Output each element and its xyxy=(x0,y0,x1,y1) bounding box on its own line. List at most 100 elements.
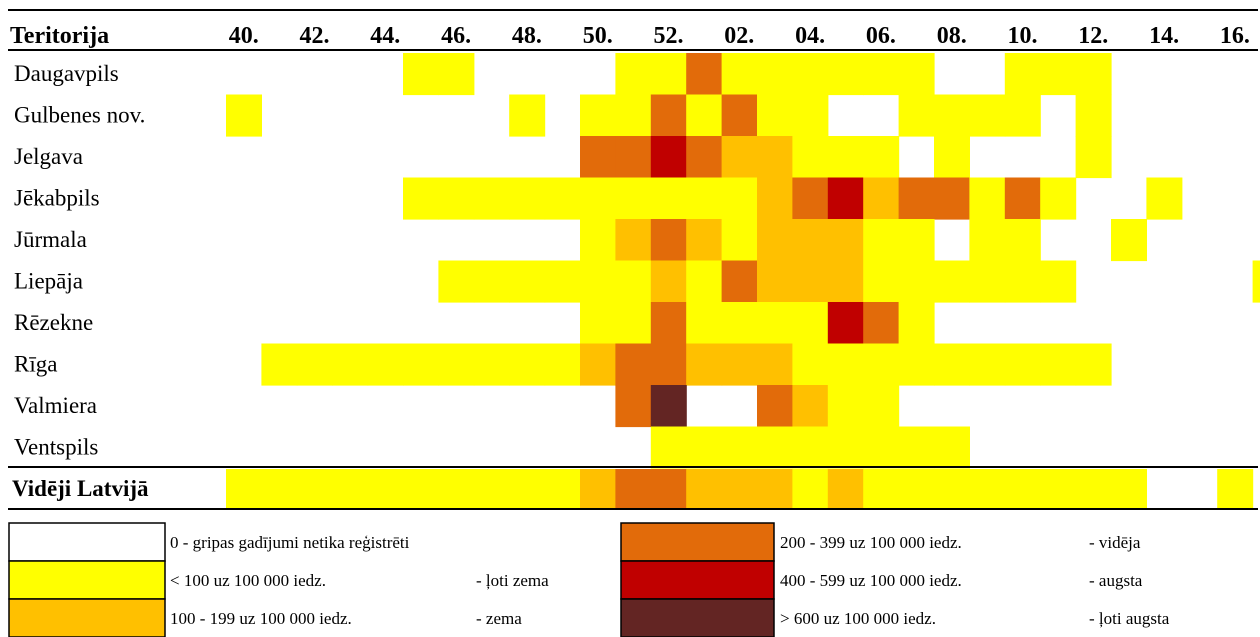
week-ticks: 40. 42. 44. 46. 48. 50. 52. 02. 04. 06. 08. 10. 12. 1… xyxy=(229,23,1250,49)
heatmap-cell xyxy=(757,385,793,428)
average-cell xyxy=(473,469,510,508)
heatmap-cell xyxy=(721,219,758,262)
average-cell xyxy=(827,469,864,508)
heatmap-cell xyxy=(721,53,758,96)
legend-level-label: - augsta xyxy=(1089,571,1143,590)
average-cell xyxy=(1004,469,1041,508)
heatmap-cell xyxy=(898,343,935,386)
average-cell xyxy=(615,469,652,508)
heatmap-cell xyxy=(863,136,900,179)
heatmap-cell xyxy=(226,94,262,137)
legend-range-label: 400 - 599 uz 100 000 iedz. xyxy=(780,571,962,590)
heatmap-cell xyxy=(863,385,900,428)
heatmap-cell xyxy=(650,426,687,469)
heatmap-cell xyxy=(969,219,1006,262)
heatmap-cell xyxy=(898,53,935,96)
week-tick-label: 04. xyxy=(795,23,825,49)
heatmap-cell xyxy=(650,94,687,137)
heatmap-cell xyxy=(580,302,616,345)
week-tick-label: 48. xyxy=(512,23,542,49)
heatmap-cell xyxy=(721,302,758,345)
heatmap-cell xyxy=(615,177,652,220)
heatmap-cell xyxy=(934,177,970,220)
legend-range-label: 200 - 399 uz 100 000 iedz. xyxy=(780,533,962,552)
week-tick-label: 46. xyxy=(441,23,471,49)
heatmap-cell xyxy=(686,260,723,303)
week-tick-label: 02. xyxy=(724,23,754,49)
average-cell xyxy=(367,469,404,508)
heatmap-cell xyxy=(1040,177,1077,220)
heatmap-cell xyxy=(934,426,970,469)
legend-swatch xyxy=(8,598,166,637)
heatmap-cell xyxy=(757,177,793,220)
heatmap-cell xyxy=(650,53,687,96)
heatmap-cell xyxy=(438,260,475,303)
week-tick-label: 08. xyxy=(937,23,967,49)
week-tick-label: 44. xyxy=(370,23,400,49)
heatmap-cell xyxy=(580,177,616,220)
heatmap-cell xyxy=(403,343,439,386)
heatmap-cell xyxy=(898,177,935,220)
heatmap-cell xyxy=(792,343,829,386)
heatmap-cell xyxy=(650,260,687,303)
heatmap-cell xyxy=(686,53,723,96)
heatmap-cell xyxy=(615,94,652,137)
heatmap-cell xyxy=(1252,260,1260,303)
week-tick-label: 10. xyxy=(1008,23,1038,49)
territory-labels: Daugavpils Gulbenes nov. Jelgava Jēkabpils J… xyxy=(14,61,145,460)
heatmap-cell xyxy=(1004,219,1041,262)
heatmap-cell xyxy=(686,219,723,262)
heatmap-cell xyxy=(1004,260,1041,303)
heatmap-cell xyxy=(827,385,864,428)
average-row: Vidēji Latvijā xyxy=(12,469,1254,508)
average-cell xyxy=(544,469,581,508)
heatmap-cell xyxy=(863,302,900,345)
heatmap-cell xyxy=(1146,177,1183,220)
heatmap-cell xyxy=(827,426,864,469)
heatmap-cell xyxy=(792,426,829,469)
heatmap-cell xyxy=(1075,136,1112,179)
heatmap-cell xyxy=(863,219,900,262)
legend-swatch xyxy=(8,522,166,562)
average-cell xyxy=(650,469,687,508)
average-cell xyxy=(1075,469,1112,508)
heatmap-cell xyxy=(827,177,864,220)
heatmap-cell xyxy=(827,53,864,96)
heatmap-cell xyxy=(969,94,1006,137)
legend-swatch xyxy=(620,522,775,562)
average-cell xyxy=(721,469,758,508)
territory-label: Jēkabpils xyxy=(14,186,100,211)
legend-level-label: - ļoti zema xyxy=(476,571,549,590)
average-cell xyxy=(403,469,439,508)
heatmap-cell xyxy=(721,177,758,220)
heatmap-cell xyxy=(934,260,970,303)
heatmap-cell xyxy=(1040,260,1077,303)
heatmap-cell xyxy=(827,343,864,386)
heatmap-cell xyxy=(1004,94,1041,137)
week-tick-label: 16. xyxy=(1220,23,1250,49)
heatmap-cell xyxy=(1111,219,1147,262)
heatmap-cell xyxy=(650,136,687,179)
heatmap-cell xyxy=(509,260,546,303)
heatmap-cell xyxy=(1004,343,1041,386)
average-cell xyxy=(226,469,262,508)
heatmap-cell xyxy=(757,343,793,386)
heatmap-cell xyxy=(827,260,864,303)
heatmap-cell xyxy=(580,94,616,137)
average-cell xyxy=(509,469,546,508)
heatmap-cell xyxy=(757,94,793,137)
legend-level-label: - vidēja xyxy=(1089,533,1141,552)
average-cell xyxy=(580,469,616,508)
heatmap-cell xyxy=(580,136,616,179)
heatmap-cell xyxy=(686,343,723,386)
heatmap-cell xyxy=(650,177,687,220)
heatmap-cell xyxy=(650,302,687,345)
week-tick-label: 50. xyxy=(583,23,613,49)
heatmap-cell xyxy=(580,343,616,386)
legend-range-label: > 600 uz 100 000 iedz. xyxy=(780,609,936,628)
week-tick-label: 42. xyxy=(300,23,330,49)
heatmap-cell xyxy=(757,260,793,303)
heatmap-cell xyxy=(650,343,687,386)
average-cell xyxy=(438,469,475,508)
heatmap-cell xyxy=(827,136,864,179)
